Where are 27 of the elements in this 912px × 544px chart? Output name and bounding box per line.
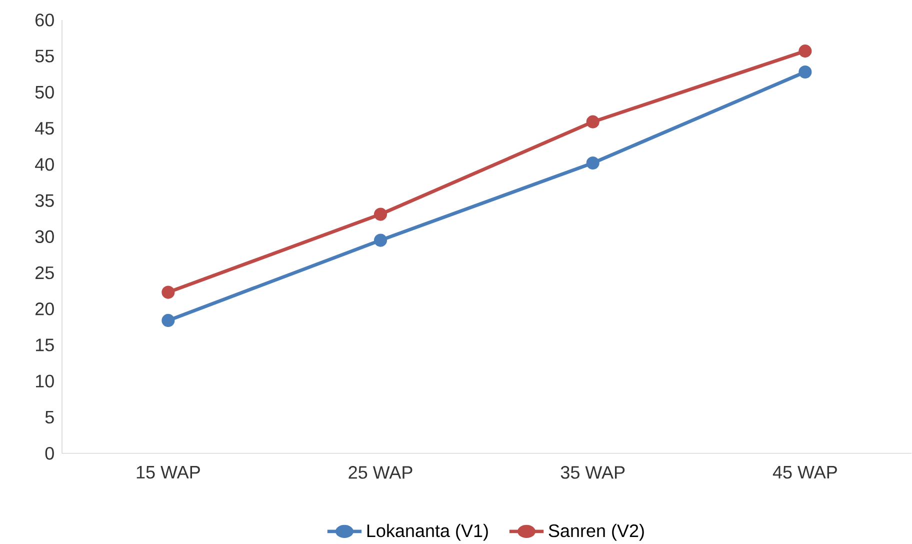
- x-tick-label: 15 WAP: [136, 466, 200, 479]
- point: [162, 314, 175, 327]
- x-tick-label: 35 WAP: [560, 466, 625, 479]
- y-tick-label: 25: [36, 266, 54, 280]
- y-tick-label: 35: [35, 194, 54, 207]
- y-tick-label: 45: [35, 122, 54, 135]
- y-tick-label: 40: [35, 158, 54, 171]
- point: [798, 44, 812, 58]
- point: [374, 234, 388, 247]
- y-tick-label: 5: [45, 410, 54, 424]
- y-tick-label: 60: [36, 14, 54, 26]
- y-tick-label: 30: [35, 230, 54, 244]
- point: [374, 208, 388, 221]
- point: [162, 286, 175, 299]
- y-tick-label: 10: [36, 374, 54, 388]
- x-tick-label: 45 WAP: [772, 466, 837, 479]
- y-tick-label: 0: [45, 446, 54, 460]
- y-tick-label: 50: [35, 86, 54, 99]
- x-tick-label: 25 WAP: [348, 466, 412, 479]
- legend-label: Lokananta (V1): [367, 524, 488, 541]
- y-tick-label: 15: [36, 338, 54, 352]
- legend-label: Sanren (V2): [548, 524, 644, 541]
- y-tick-label: 55: [35, 50, 54, 62]
- point: [586, 115, 600, 128]
- point: [586, 156, 600, 170]
- point: [798, 65, 812, 79]
- y-tick-label: 20: [36, 302, 54, 316]
